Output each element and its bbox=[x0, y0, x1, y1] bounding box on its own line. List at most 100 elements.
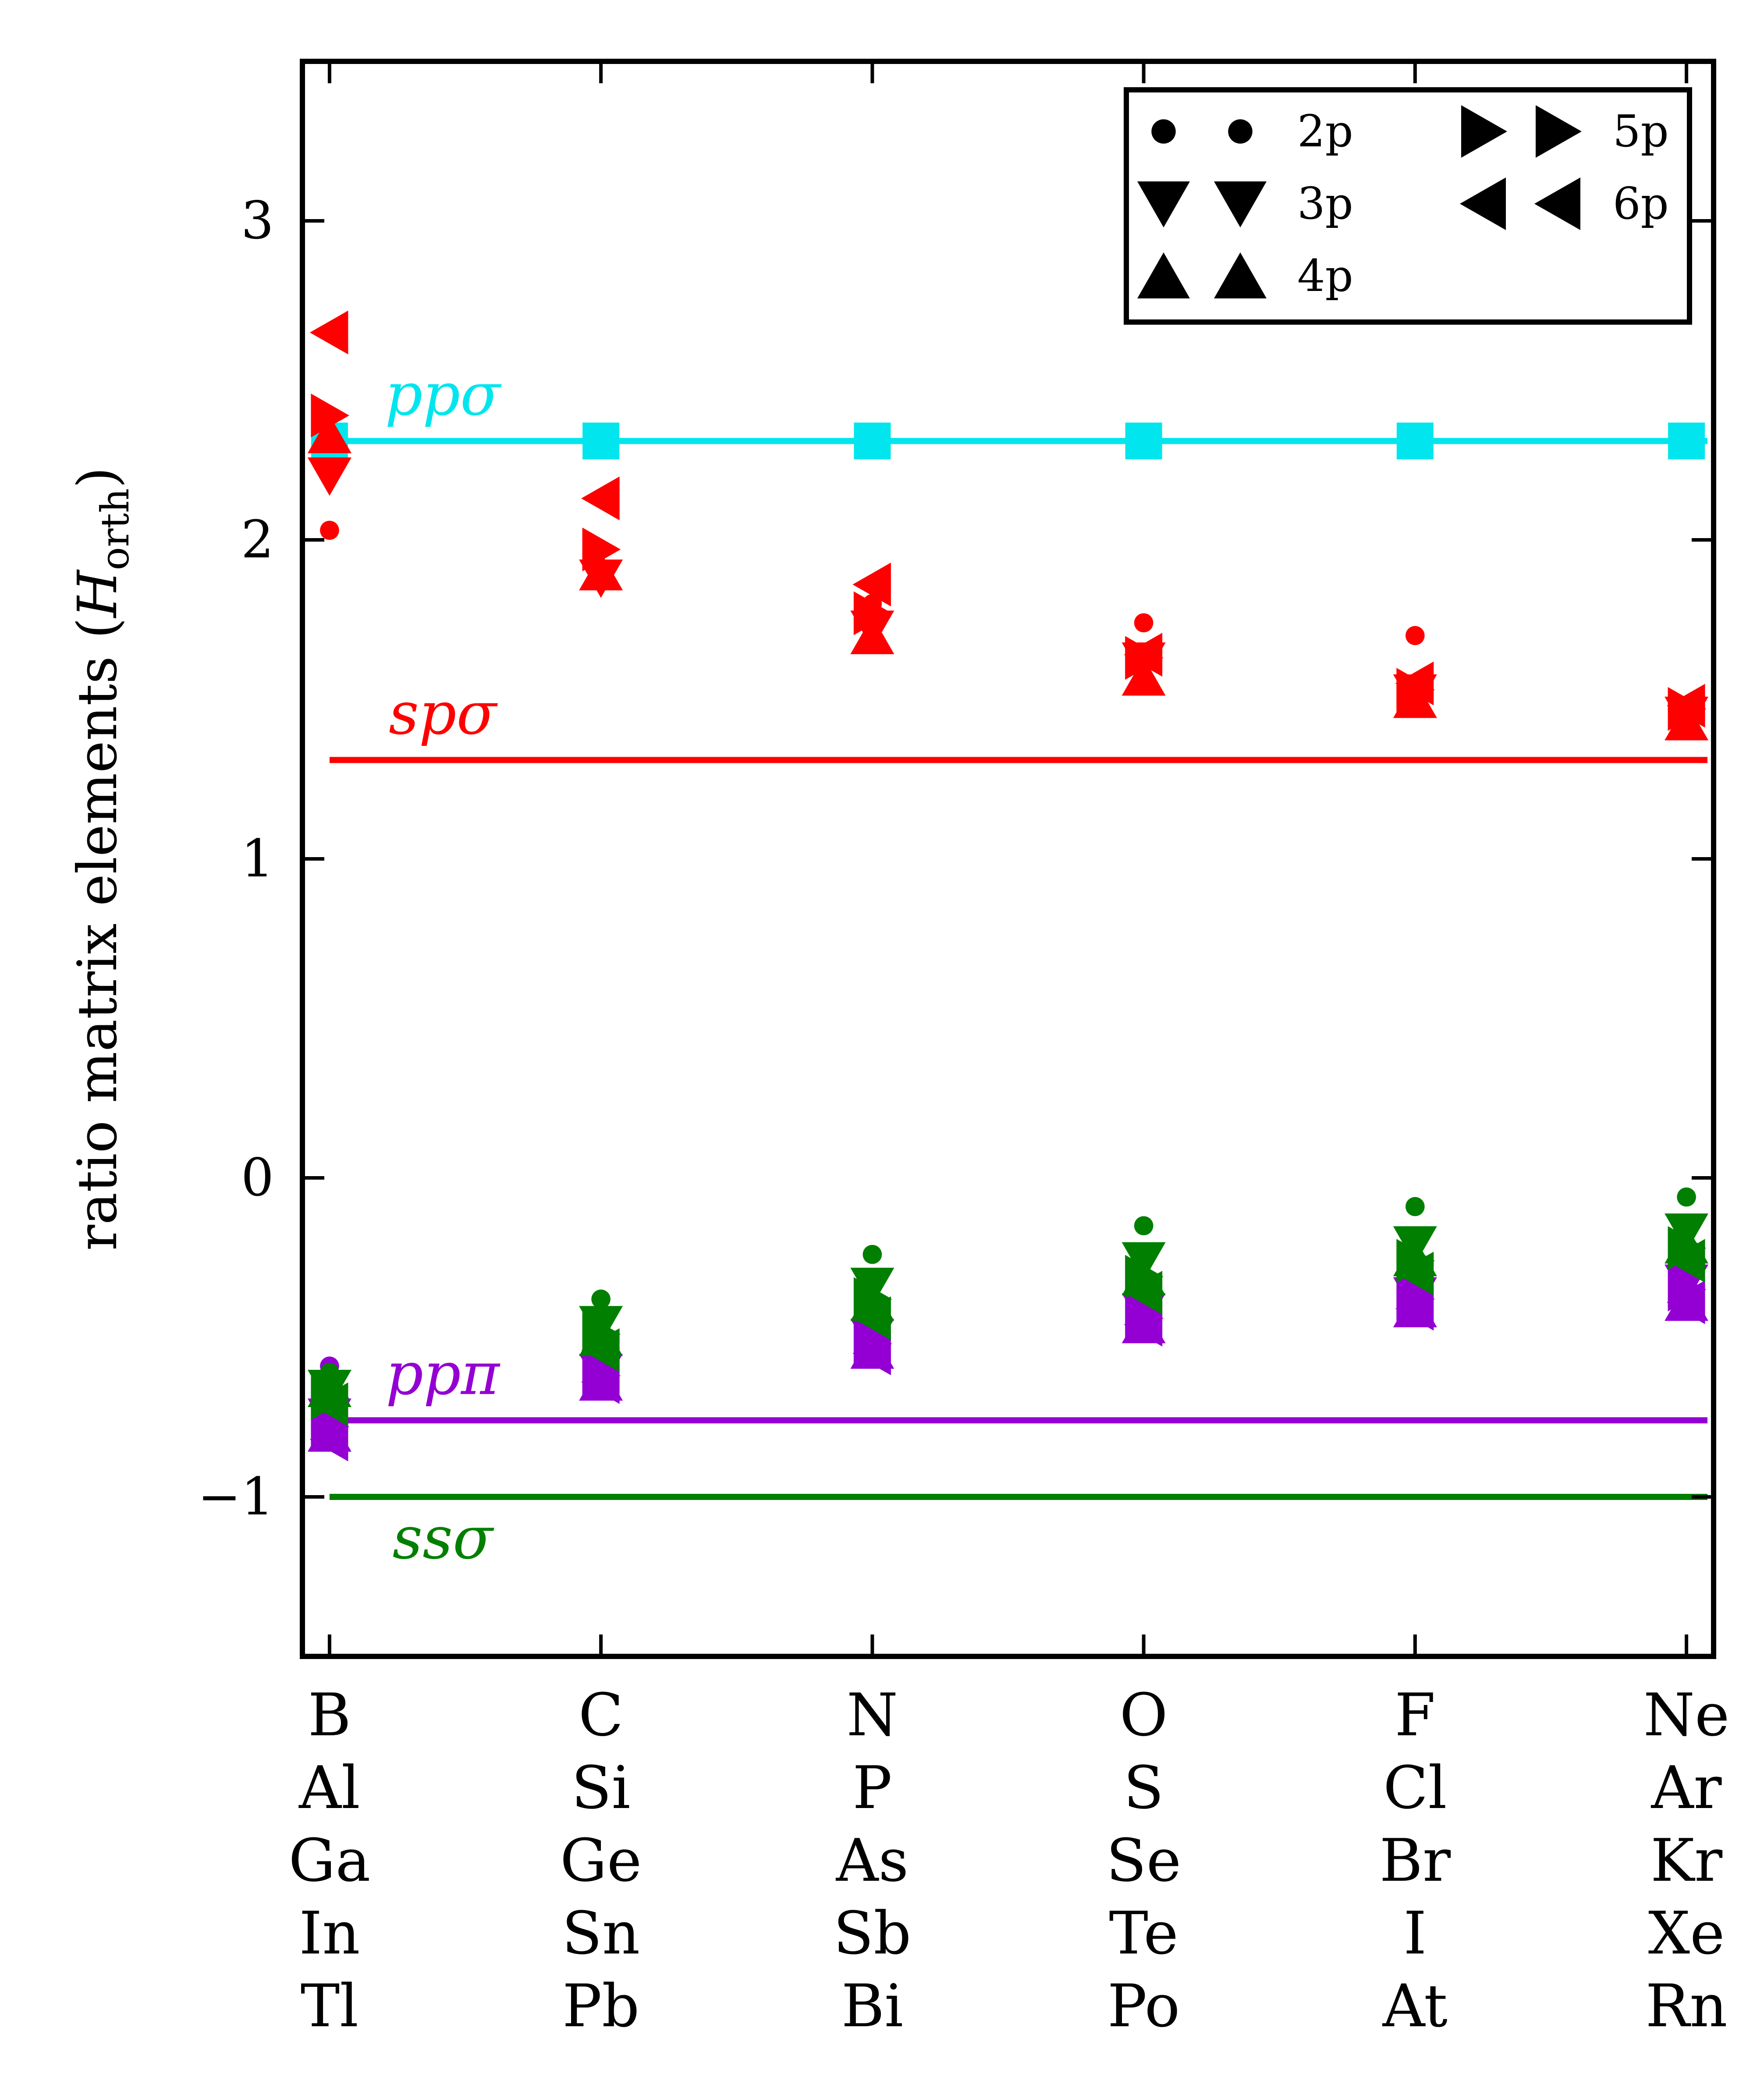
x-category-label: I bbox=[1403, 1899, 1427, 1968]
x-category-label: C bbox=[579, 1681, 624, 1749]
y-axis-title: ratio matrix elements (Horth) bbox=[66, 467, 138, 1251]
y-axis-title-main: ratio matrix elements ( bbox=[66, 617, 129, 1251]
y-tick-label: 0 bbox=[241, 1147, 274, 1208]
x-category-label: Se bbox=[1106, 1826, 1181, 1895]
legend-frame bbox=[1124, 87, 1692, 325]
reference-lines bbox=[329, 438, 1707, 1500]
data-point bbox=[1406, 1197, 1425, 1216]
reference-square-marker bbox=[1125, 422, 1162, 460]
data-point bbox=[853, 1277, 892, 1321]
legend-marker bbox=[1214, 181, 1267, 227]
reference-square-marker bbox=[1668, 422, 1705, 460]
x-category-label: Bi bbox=[841, 1972, 903, 2040]
legend-marker bbox=[1534, 177, 1580, 230]
x-category-label: Xe bbox=[1648, 1899, 1725, 1968]
x-category-label: Cl bbox=[1383, 1754, 1447, 1822]
legend-marker bbox=[1137, 252, 1190, 298]
data-point bbox=[309, 1382, 348, 1426]
data-point bbox=[1667, 684, 1705, 728]
data-point bbox=[309, 1417, 348, 1461]
legend-marker bbox=[1228, 119, 1253, 144]
y-axis-title-subscript: orth bbox=[92, 488, 138, 570]
reference-line-label: ppπ bbox=[386, 1340, 501, 1408]
x-category-label: Tl bbox=[301, 1972, 358, 2040]
data-point bbox=[852, 562, 891, 606]
data-point bbox=[1406, 626, 1425, 645]
data-point bbox=[579, 552, 623, 591]
x-category-label: As bbox=[836, 1826, 909, 1895]
reference-square-marker bbox=[582, 422, 620, 460]
data-point bbox=[1395, 661, 1434, 706]
x-category-label: Al bbox=[298, 1754, 360, 1822]
x-category-label: Si bbox=[571, 1754, 631, 1822]
x-category-label: Ne bbox=[1643, 1681, 1730, 1749]
data-point bbox=[1677, 1187, 1696, 1207]
x-category-label: In bbox=[299, 1899, 360, 1968]
legend-marker bbox=[1536, 105, 1582, 158]
reference-square-marker bbox=[854, 422, 891, 460]
legend-marker bbox=[1461, 105, 1507, 158]
data-point bbox=[581, 1360, 620, 1404]
data-point bbox=[1122, 657, 1166, 696]
data-point bbox=[311, 394, 349, 438]
x-category-label: Rn bbox=[1645, 1972, 1727, 2040]
x-category-label: S bbox=[1124, 1754, 1164, 1822]
reference-line-label: spσ bbox=[389, 679, 498, 748]
reference-line-label: ppσ bbox=[385, 360, 502, 429]
legend-marker bbox=[1214, 252, 1267, 298]
axis-ticks bbox=[302, 61, 1714, 1656]
data-point bbox=[309, 310, 348, 355]
x-category-label: F bbox=[1395, 1681, 1435, 1749]
data-point bbox=[1667, 1239, 1705, 1283]
data-point bbox=[852, 1331, 891, 1376]
reference-line-labels: ppσ spσ ppπ ssσ bbox=[385, 360, 502, 1572]
data-point bbox=[1134, 1216, 1154, 1236]
legend-label: 4p bbox=[1297, 250, 1353, 301]
y-tick-label: 2 bbox=[241, 509, 274, 570]
y-tick-label: 3 bbox=[241, 190, 274, 251]
data-point bbox=[307, 415, 351, 454]
x-category-label: Br bbox=[1380, 1826, 1451, 1895]
legend-marker bbox=[1151, 119, 1176, 144]
legend-label: 5p bbox=[1613, 106, 1669, 157]
legend-label: 3p bbox=[1297, 178, 1353, 229]
data-point bbox=[581, 476, 620, 521]
x-category-label: Kr bbox=[1650, 1826, 1723, 1895]
data-point bbox=[307, 457, 351, 496]
data-point bbox=[1124, 1302, 1163, 1347]
data-point bbox=[853, 591, 892, 635]
data-point bbox=[581, 1328, 620, 1372]
data-point bbox=[850, 616, 894, 654]
reference-line-label: ssσ bbox=[392, 1504, 494, 1572]
data-point bbox=[591, 1289, 610, 1309]
data-points bbox=[307, 310, 1709, 1461]
data-point bbox=[320, 521, 339, 540]
legend-marker bbox=[1137, 181, 1190, 227]
data-point bbox=[1395, 1251, 1434, 1296]
legend-label: 6p bbox=[1613, 178, 1669, 229]
x-category-label: Te bbox=[1109, 1899, 1178, 1968]
x-category-label: B bbox=[308, 1681, 351, 1749]
data-point bbox=[1665, 702, 1709, 741]
x-category-label: At bbox=[1382, 1972, 1448, 2040]
x-category-label: Sn bbox=[562, 1899, 640, 1968]
y-axis-title-symbol: H bbox=[66, 569, 129, 618]
y-tick-labels: −1 0 1 2 3 bbox=[198, 190, 274, 1527]
legend-marker bbox=[1460, 177, 1506, 230]
x-category-label: Po bbox=[1107, 1972, 1180, 2040]
plot-frame bbox=[300, 59, 1716, 1659]
data-point bbox=[582, 527, 621, 571]
x-category-label: Pb bbox=[562, 1972, 639, 2040]
data-point bbox=[862, 1244, 882, 1264]
x-category-label: N bbox=[847, 1681, 898, 1749]
x-category-label: Sb bbox=[834, 1899, 912, 1968]
x-category-label: Ar bbox=[1651, 1754, 1722, 1822]
data-point bbox=[852, 1296, 891, 1340]
data-point bbox=[1124, 1271, 1163, 1315]
x-category-label: Ge bbox=[560, 1826, 642, 1895]
y-axis-title-close: ) bbox=[66, 467, 129, 488]
x-category-label: Ga bbox=[288, 1826, 370, 1895]
y-tick-label: 1 bbox=[241, 828, 274, 889]
